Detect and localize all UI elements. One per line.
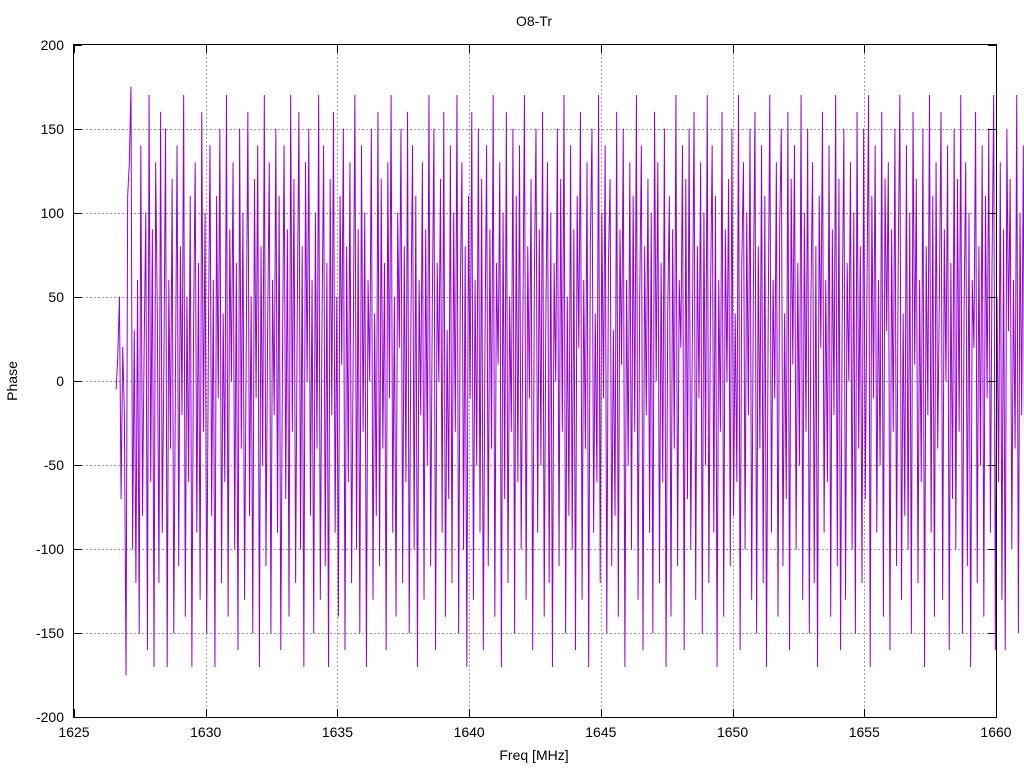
y-tick-label: 150 <box>41 121 65 137</box>
x-tick-label: 1640 <box>454 724 485 740</box>
y-tick-label: -200 <box>36 709 64 725</box>
x-tick-label: 1655 <box>849 724 880 740</box>
x-tick-label: 1625 <box>58 724 89 740</box>
x-tick-labels: 1625 1630 1635 1640 1645 1650 1655 1660 <box>58 724 1011 740</box>
phase-series-line <box>115 86 1024 676</box>
y-tick-label: 100 <box>41 205 65 221</box>
chart-title: O8-Tr <box>516 13 552 29</box>
y-tick-label: 50 <box>48 289 64 305</box>
x-tick-label: 1650 <box>717 724 748 740</box>
x-tick-label: 1635 <box>322 724 353 740</box>
y-tick-label: 0 <box>56 373 64 389</box>
x-tick-label: 1645 <box>585 724 616 740</box>
y-tick-label: -100 <box>36 541 64 557</box>
x-tick-label: 1660 <box>980 724 1011 740</box>
y-tick-label: 200 <box>41 37 65 53</box>
plot-frame <box>73 44 997 718</box>
series-layer <box>115 86 1024 676</box>
y-tick-labels: -200 -150 -100 -50 0 50 100 150 200 <box>36 37 64 725</box>
y-axis-label: Phase <box>4 361 20 401</box>
x-tick-label: 1630 <box>190 724 221 740</box>
y-tick-label: -150 <box>36 625 64 641</box>
axis-ticks <box>74 45 997 718</box>
x-axis-label: Freq [MHz] <box>499 747 568 763</box>
y-tick-label: -50 <box>44 457 64 473</box>
